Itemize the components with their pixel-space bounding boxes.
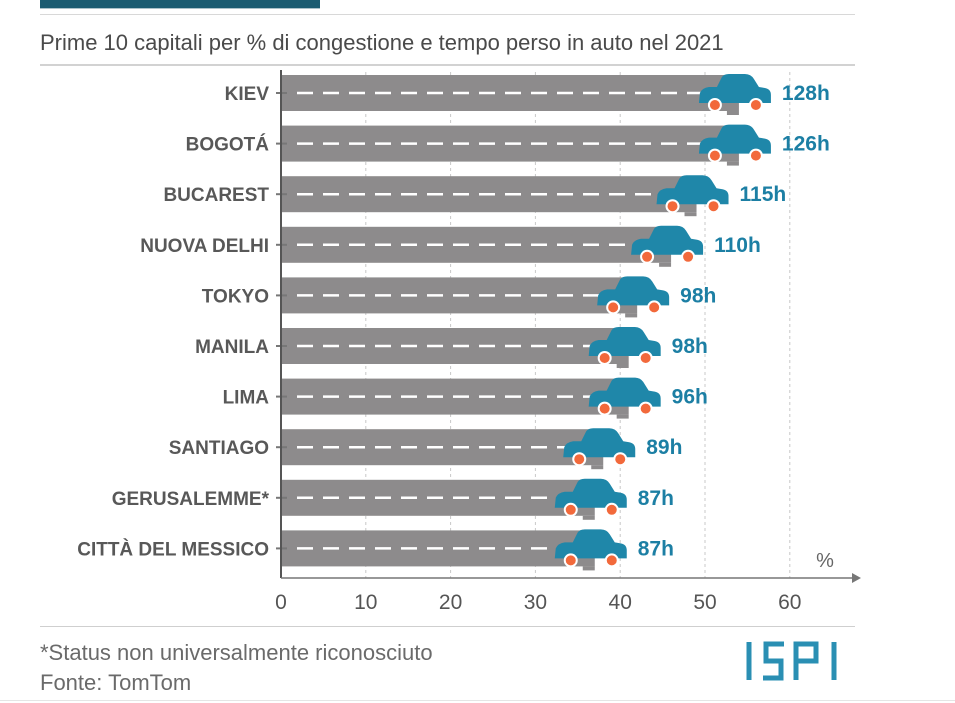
bar-edge — [625, 313, 638, 318]
bar-edge — [726, 161, 739, 166]
category-label: MANILA — [195, 337, 269, 358]
x-axis-unit: % — [816, 550, 834, 572]
category-label: CITTÀ DEL MESSICO — [77, 538, 269, 560]
car-wheel — [563, 502, 578, 517]
car-wheel — [665, 199, 680, 214]
car-icon — [554, 478, 627, 517]
hours-label: 87h — [638, 537, 674, 560]
car-body — [563, 428, 636, 458]
footer-rule — [40, 626, 855, 627]
car-body — [554, 529, 627, 559]
top-rule — [40, 14, 855, 15]
category-label: SANTIAGO — [169, 438, 269, 459]
hours-label: 96h — [672, 386, 708, 409]
car-body — [656, 175, 729, 205]
car-wheel — [572, 452, 587, 467]
car-wheel — [563, 553, 578, 568]
category-label: TOKYO — [202, 286, 269, 307]
car-body — [631, 225, 704, 255]
hours-label: 98h — [680, 284, 716, 307]
category-label: LIMA — [223, 388, 270, 409]
bar-edge — [616, 364, 629, 368]
hours-label: 98h — [672, 335, 708, 358]
chart-subtitle: Prime 10 capitali per % di congestione e… — [40, 30, 724, 55]
car-wheel — [707, 98, 722, 112]
bottom-line — [0, 700, 955, 701]
car-icon — [656, 175, 729, 214]
bar-edge — [616, 414, 629, 419]
bar-edge — [582, 515, 595, 520]
category-label: BUCAREST — [163, 185, 269, 206]
category-label: GERUSALEMME* — [112, 489, 270, 510]
car-wheel — [638, 401, 653, 416]
hours-label: 87h — [638, 487, 674, 510]
car-icon — [563, 428, 636, 467]
bar-edge — [582, 566, 595, 571]
car-icon — [597, 276, 670, 315]
car-wheel — [604, 553, 619, 568]
bar-edge — [591, 465, 604, 470]
car-wheel — [604, 502, 619, 517]
bar-edge — [684, 212, 697, 217]
car-body — [554, 478, 627, 508]
x-tick-label: 40 — [609, 591, 632, 614]
footnote: *Status non universalmente riconosciuto — [40, 640, 433, 665]
bar-edge — [726, 111, 739, 115]
car-icon — [698, 124, 771, 163]
congestion-chart: KIEV 128h BOGOTÁ 126h BUCAREST 115h NUOVA DELH… — [77, 70, 861, 614]
car-wheel — [597, 401, 612, 416]
hours-label: 115h — [740, 183, 787, 206]
car-body — [698, 124, 771, 154]
x-tick-label: 0 — [275, 591, 287, 614]
subtitle-rule — [40, 64, 855, 66]
car-icon — [554, 529, 627, 568]
car-body — [588, 377, 661, 407]
car-wheel — [638, 351, 653, 365]
category-label: BOGOTÁ — [186, 134, 270, 156]
x-axis-arrow — [852, 573, 861, 583]
title-band — [40, 0, 320, 9]
car-wheel — [681, 249, 696, 264]
car-wheel — [647, 300, 662, 315]
car-icon — [631, 225, 704, 264]
car-body — [588, 327, 661, 356]
car-icon — [588, 377, 661, 416]
hours-label: 89h — [646, 436, 682, 459]
x-tick-label: 10 — [354, 591, 377, 614]
car-body — [698, 74, 771, 103]
bar-edge — [659, 262, 672, 267]
car-wheel — [706, 199, 721, 214]
car-wheel — [640, 249, 655, 264]
hours-label: 128h — [782, 82, 830, 105]
category-label: KIEV — [225, 84, 270, 105]
ispi-logo — [746, 641, 837, 681]
x-tick-label: 30 — [524, 591, 547, 614]
x-tick-label: 20 — [439, 591, 462, 614]
source-credit: Fonte: TomTom — [40, 670, 192, 695]
car-wheel — [707, 148, 722, 163]
car-wheel — [748, 148, 763, 163]
car-body — [597, 276, 670, 306]
hours-label: 126h — [782, 133, 830, 156]
hours-label: 110h — [714, 234, 761, 257]
car-wheel — [597, 351, 612, 365]
car-wheel — [606, 300, 621, 315]
car-wheel — [613, 452, 628, 467]
car-icon — [698, 74, 771, 112]
x-tick-label: 50 — [693, 591, 716, 614]
bar — [281, 226, 672, 263]
category-label: NUOVA DELHI — [140, 236, 269, 257]
car-wheel — [748, 98, 763, 112]
car-icon — [588, 327, 661, 365]
x-tick-label: 60 — [778, 591, 801, 614]
